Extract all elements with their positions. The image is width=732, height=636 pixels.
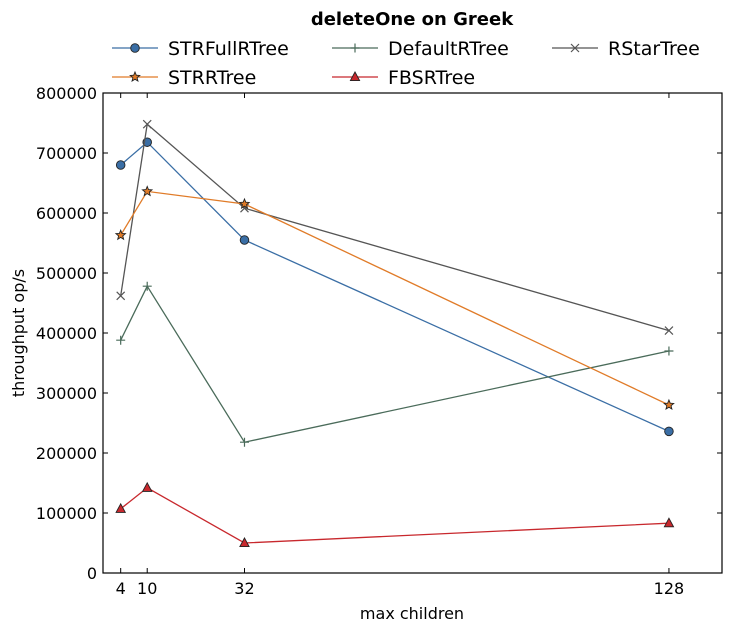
data-point-fbsrtree <box>663 517 675 528</box>
legend-label: FBSRTree <box>388 67 475 89</box>
data-point-strrtree <box>663 398 675 411</box>
data-point-rstartree <box>664 326 674 336</box>
data-point-defaultrtree <box>142 281 152 291</box>
chart-title: deleteOne on Greek <box>311 9 514 30</box>
series-strfullrtree <box>115 137 674 437</box>
series-line-defaultrtree <box>120 284 670 443</box>
data-point-strrtree <box>238 197 251 210</box>
series-line-strfullrtree <box>120 141 670 432</box>
x-tick-label: 4 <box>116 579 126 598</box>
y-tick-label: 300000 <box>36 384 97 403</box>
data-point-defaultrtree <box>239 437 249 447</box>
data-point-defaultrtree <box>116 335 126 345</box>
y-tick-label: 100000 <box>36 504 97 523</box>
series-rstartree <box>116 119 674 336</box>
data-point-strfullrtree <box>239 235 250 245</box>
legend-label: DefaultRTree <box>388 38 509 60</box>
legend-marker <box>129 70 141 83</box>
legend: STRFullRTree STRRTree DefaultRTree FBSRTree… <box>112 38 700 89</box>
data-point-fbsrtree <box>115 502 127 513</box>
legend-item-strrtree: STRRTree <box>112 67 256 89</box>
data-point-strfullrtree <box>115 160 126 170</box>
series-line-fbsrtree <box>120 487 669 544</box>
y-axis: 0 100000 200000 300000 400000 500000 600000 700… <box>36 84 722 583</box>
legend-item-strfullrtree: STRFullRTree <box>112 38 289 60</box>
series-layer <box>114 119 675 548</box>
legend-item-fbsrtree: FBSRTree <box>332 67 475 89</box>
series-fbsrtree <box>115 481 675 548</box>
y-tick-label: 500000 <box>36 264 97 283</box>
x-axis-label: max children <box>360 604 464 623</box>
series-strrtree <box>114 185 675 411</box>
data-point-strrtree <box>114 228 127 241</box>
legend-marker <box>349 71 361 82</box>
legend-marker <box>570 43 580 53</box>
legend-marker <box>350 43 360 53</box>
y-tick-label: 400000 <box>36 324 97 343</box>
data-point-rstartree <box>142 119 152 129</box>
legend-label: STRFullRTree <box>168 38 289 60</box>
data-point-fbsrtree <box>141 481 153 492</box>
series-defaultrtree <box>116 281 674 447</box>
x-axis: 4 10 32 128 <box>116 93 685 598</box>
y-tick-label: 800000 <box>36 84 97 103</box>
data-point-strfullrtree <box>664 426 674 437</box>
y-tick-label: 600000 <box>36 204 97 223</box>
legend-item-defaultrtree: DefaultRTree <box>332 38 509 60</box>
data-point-fbsrtree <box>239 537 250 548</box>
legend-item-rstartree: RStarTree <box>552 38 700 60</box>
data-point-rstartree <box>116 291 126 301</box>
series-line-rstartree <box>120 122 670 332</box>
x-tick-label: 10 <box>137 579 157 598</box>
legend-label: RStarTree <box>608 38 700 60</box>
y-tick-label: 700000 <box>36 144 97 163</box>
data-point-defaultrtree <box>664 346 674 356</box>
legend-marker <box>130 43 140 53</box>
series-line-strrtree <box>120 190 670 406</box>
y-axis-label: throughput op/s <box>9 269 28 397</box>
plot-frame <box>102 92 723 574</box>
y-tick-label: 0 <box>87 564 97 583</box>
x-tick-label: 32 <box>234 579 254 598</box>
legend-label: STRRTree <box>168 67 256 89</box>
y-tick-label: 200000 <box>36 444 97 463</box>
data-point-strrtree <box>141 185 154 197</box>
x-tick-label: 128 <box>654 579 685 598</box>
